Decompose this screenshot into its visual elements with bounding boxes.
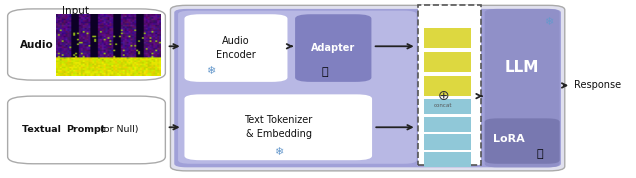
FancyBboxPatch shape (170, 5, 565, 171)
Text: Audio
Encoder: Audio Encoder (216, 36, 256, 60)
Text: (or Null): (or Null) (97, 125, 139, 134)
FancyBboxPatch shape (424, 134, 471, 150)
FancyBboxPatch shape (424, 117, 471, 132)
Text: Prompt: Prompt (66, 125, 106, 134)
FancyBboxPatch shape (184, 94, 372, 160)
Text: Text Tokenizer
& Embedding: Text Tokenizer & Embedding (244, 115, 313, 139)
Text: LoRA: LoRA (493, 134, 525, 144)
FancyBboxPatch shape (8, 9, 165, 80)
FancyBboxPatch shape (424, 152, 471, 167)
Text: ❄: ❄ (274, 147, 283, 157)
Text: 🔥: 🔥 (322, 67, 328, 77)
FancyBboxPatch shape (424, 28, 471, 48)
FancyBboxPatch shape (485, 9, 560, 167)
Text: ❄: ❄ (544, 17, 553, 27)
Text: ⊕: ⊕ (438, 89, 449, 103)
Text: Audio: Audio (20, 40, 54, 50)
FancyBboxPatch shape (184, 14, 287, 82)
FancyBboxPatch shape (178, 11, 417, 164)
FancyBboxPatch shape (485, 118, 560, 164)
Text: LLM: LLM (505, 60, 539, 75)
Text: ❄: ❄ (207, 66, 216, 76)
FancyBboxPatch shape (8, 96, 165, 164)
FancyBboxPatch shape (424, 99, 471, 114)
Text: Response: Response (574, 80, 621, 90)
FancyBboxPatch shape (424, 52, 471, 72)
Text: Textual: Textual (22, 125, 64, 134)
FancyBboxPatch shape (295, 14, 371, 82)
Text: concat: concat (434, 103, 453, 108)
FancyBboxPatch shape (424, 76, 471, 96)
FancyBboxPatch shape (418, 5, 481, 165)
Text: 🔥: 🔥 (536, 149, 543, 159)
Text: Adapter: Adapter (311, 43, 356, 53)
FancyBboxPatch shape (174, 9, 561, 167)
Text: Input: Input (62, 6, 88, 16)
